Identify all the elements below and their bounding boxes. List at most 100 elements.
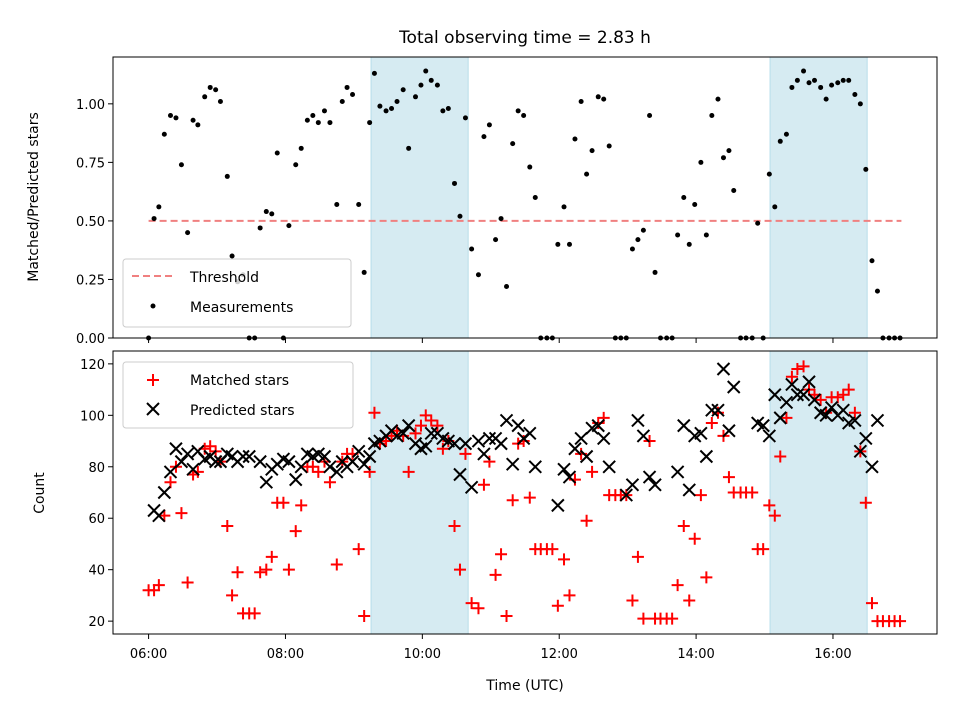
matched-star-point	[260, 563, 273, 576]
measurement-point	[789, 84, 795, 90]
predicted-star-point	[819, 408, 833, 423]
bottom-y-tick-label: 40	[88, 564, 105, 579]
bottom-legend-frame	[122, 361, 354, 429]
measurement-point	[709, 113, 715, 119]
bottom-shaded-spans	[370, 350, 868, 635]
matched-star-point	[631, 550, 644, 563]
measurement-point	[156, 204, 162, 210]
measurement-point	[698, 159, 704, 165]
predicted-star-point	[351, 444, 366, 459]
matched-star-point	[402, 465, 415, 478]
matched-star-point	[797, 360, 810, 373]
matched-star-point	[831, 391, 844, 404]
top-x-ticks	[148, 338, 834, 343]
measurement-point	[640, 227, 646, 233]
measurement-point	[151, 216, 157, 222]
top-plot-frame	[112, 56, 938, 339]
top-shaded-span-1	[769, 56, 868, 339]
measurement-point	[161, 131, 167, 137]
measurement-point	[173, 115, 179, 121]
predicted-star-point	[259, 475, 274, 489]
measurement-point	[263, 209, 269, 215]
matched-star-point	[221, 519, 234, 532]
predicted-star-point	[677, 418, 691, 433]
top-legend: Threshold Measurements	[122, 258, 352, 328]
measurement-point	[675, 232, 681, 238]
matched-star-point	[414, 419, 427, 432]
measurement-point	[647, 113, 653, 119]
measurement-point	[327, 120, 333, 126]
bottom-x-tick-label: 10:00	[404, 647, 441, 662]
matched-star-point	[363, 465, 376, 478]
measurement-point	[857, 101, 863, 107]
matched-star-point	[558, 553, 571, 566]
predicted-star-point	[756, 418, 770, 433]
measurement-point	[185, 230, 191, 236]
bottom-x-axis-label: Time (UTC)	[485, 678, 563, 694]
matched-star-point	[472, 602, 485, 615]
predicted-star-point	[699, 449, 714, 464]
top-chart-title: Total observing time = 2.83 h	[398, 28, 651, 48]
matched-star-point	[688, 532, 701, 545]
top-y-tick-label: 0.50	[76, 215, 105, 230]
measurement-point	[213, 87, 219, 93]
matched-star-point	[780, 411, 793, 424]
matched-star-point	[448, 519, 461, 532]
predicted-star-point	[807, 393, 822, 407]
top-shaded-span-0	[370, 56, 469, 339]
predicted-star-point	[401, 418, 416, 433]
matched-star-point	[226, 589, 239, 602]
predicted-star-point	[169, 442, 183, 456]
predicted-star-point	[705, 403, 719, 417]
matched-star-point	[453, 563, 466, 576]
measurement-point	[361, 269, 367, 275]
legend-threshold-label: Threshold	[189, 270, 259, 286]
measurement-point	[440, 108, 446, 114]
matched-star-point	[523, 491, 536, 504]
predicted-star-point	[694, 426, 708, 441]
bottom-panel: 20 40 60 80 100 120 06:00 08:00 10:00 12:00 14:00…	[32, 350, 938, 694]
predicted-star-point	[727, 380, 741, 394]
measurement-point	[475, 272, 481, 278]
predicted-star-point	[768, 388, 782, 402]
measurement-point	[720, 155, 726, 161]
measurement-point	[835, 80, 841, 86]
predicted-star-point	[453, 467, 467, 482]
predicted-star-point	[482, 431, 497, 446]
matched-star-point	[666, 612, 679, 625]
measurement-point	[418, 82, 424, 88]
matched-star-point	[231, 566, 244, 579]
legend-measurements-label: Measurements	[190, 300, 293, 316]
legend-measurements-swatch	[150, 303, 156, 309]
measurement-point	[377, 103, 383, 109]
matched-star-point	[671, 579, 684, 592]
matched-star-point	[477, 478, 490, 491]
measurement-point	[350, 91, 356, 97]
legend-predicted-swatch	[146, 402, 160, 416]
measurement-point	[178, 162, 184, 168]
top-y-tick-label: 0.00	[76, 332, 105, 347]
measurement-point	[578, 98, 584, 104]
predicted-star-point	[602, 460, 616, 474]
predicted-star-point	[330, 465, 344, 479]
measurement-point	[595, 94, 601, 100]
measurement-point	[823, 96, 829, 102]
predicted-star-point	[157, 485, 172, 500]
measurement-point	[412, 94, 418, 100]
measurement-point	[315, 120, 321, 126]
matched-star-point	[352, 543, 365, 556]
matched-star-point	[181, 576, 194, 589]
measurement-point	[652, 269, 658, 275]
predicted-star-point	[619, 488, 633, 502]
bottom-y-ticks: 20 40 60 80 100 120	[80, 358, 113, 630]
matched-star-point	[563, 589, 576, 602]
measurement-point	[869, 258, 875, 264]
predicted-star-point	[253, 454, 267, 469]
predicted-star-point	[289, 472, 303, 487]
predicted-star-point	[317, 449, 332, 464]
measurement-point	[462, 115, 468, 121]
predicted-star-point	[670, 465, 685, 479]
bottom-x-ticks: 06:00 08:00 10:00 12:00 14:00 16:00	[130, 634, 852, 662]
measurement-point	[510, 141, 516, 147]
